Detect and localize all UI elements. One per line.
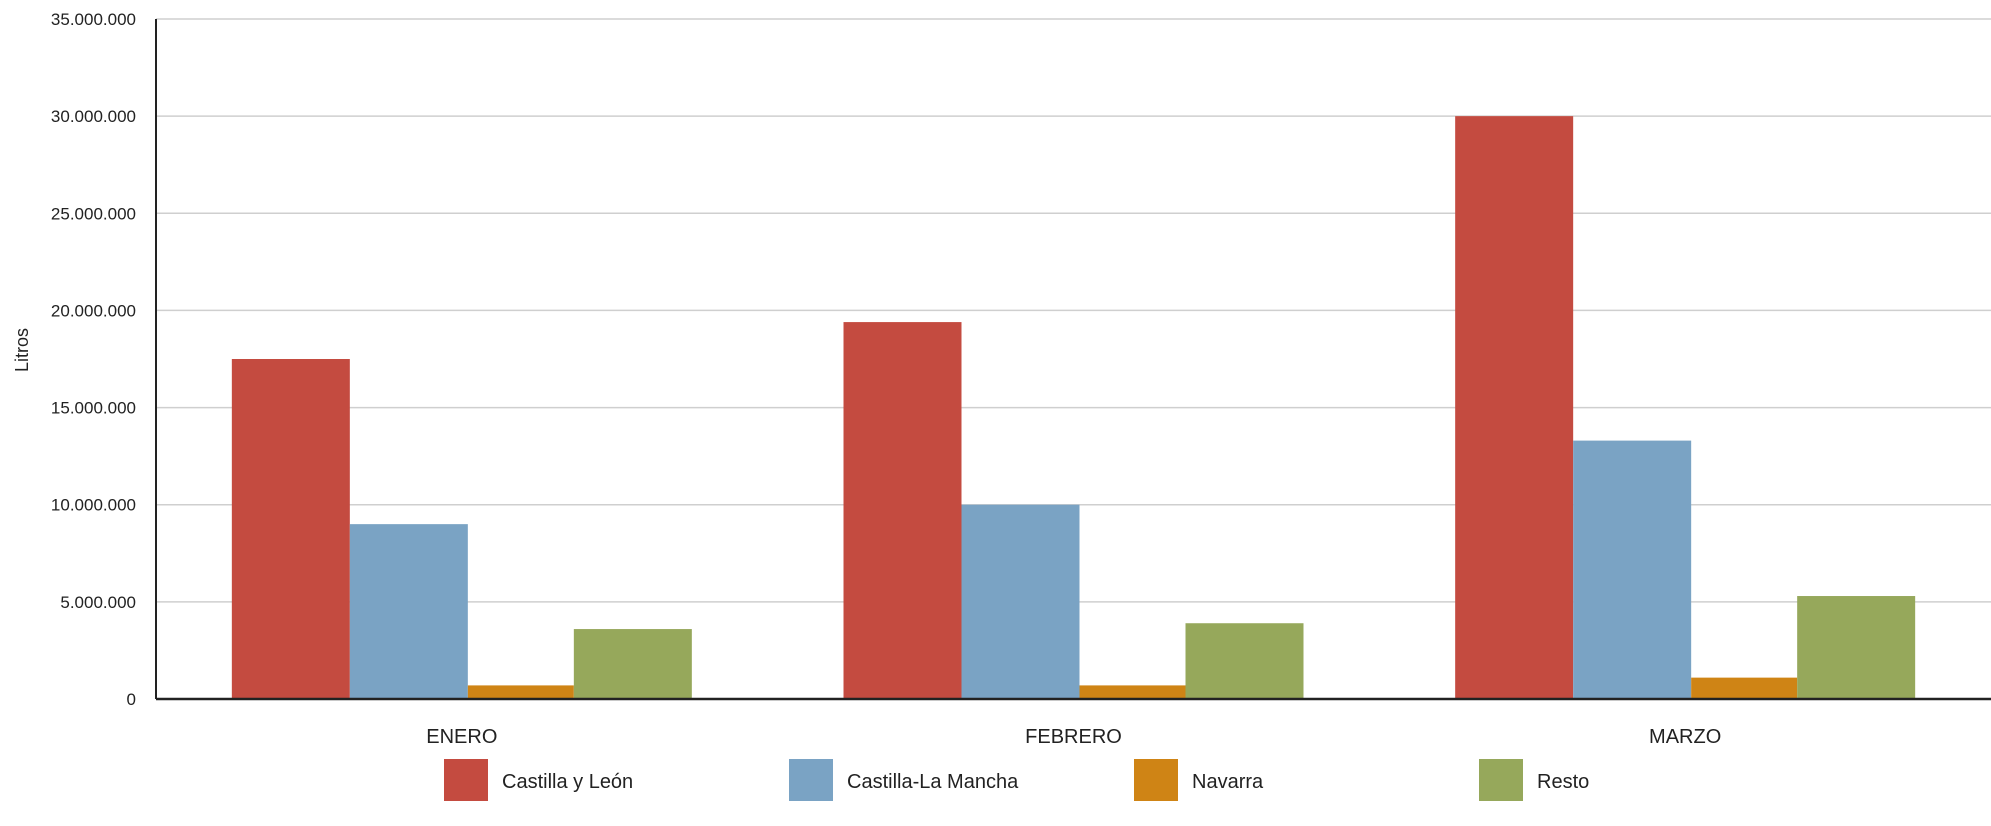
bar-navarra-febrero [1079,685,1186,699]
legend-swatch [444,759,488,801]
bar-castilla-y-le-n-febrero [843,322,962,699]
x-category-labels: ENERO FEBRERO MARZO [426,726,1721,748]
bar-castilla-y-le-n-enero [231,359,350,699]
y-axis-title: Litros [12,328,32,372]
x-category-label: MARZO [1649,726,1721,748]
legend-item: Resto [1479,759,1589,801]
x-category-label: ENERO [426,726,497,748]
legend-item: Castilla-La Mancha [789,759,1019,801]
bar-castilla-la-mancha-enero [349,524,468,699]
y-tick-labels: 0 5.000.000 10.000.000 15.000.000 20.000.000… [51,10,136,709]
bar-navarra-enero [467,685,574,699]
y-tick-label: 0 [127,690,136,709]
y-tick-label: 5.000.000 [60,593,136,612]
legend-label: Resto [1537,771,1589,793]
legend-item: Navarra [1134,759,1264,801]
bar-resto-marzo [1797,596,1916,699]
legend-label: Castilla y León [502,771,633,793]
bar-resto-enero [573,629,692,699]
gridlines [156,18,1991,603]
bar-castilla-la-mancha-febrero [961,504,1080,699]
legend-swatch [1479,759,1523,801]
y-tick-label: 35.000.000 [51,10,136,29]
y-tick-label: 25.000.000 [51,204,136,223]
y-tick-label: 15.000.000 [51,399,136,418]
x-category-label: FEBRERO [1025,726,1122,748]
bar-navarra-marzo [1691,677,1798,699]
bar-castilla-la-mancha-marzo [1573,440,1692,699]
y-tick-label: 30.000.000 [51,107,136,126]
bar-resto-febrero [1185,623,1304,699]
legend-item: Castilla y León [444,759,633,801]
legend-label: Castilla-La Mancha [847,771,1019,793]
bars [231,116,1916,699]
legend-swatch [1134,759,1178,801]
bar-castilla-y-le-n-marzo [1455,116,1574,699]
legend-label: Navarra [1192,771,1264,793]
axes [155,19,1991,701]
legend-swatch [789,759,833,801]
legend: Castilla y León Castilla-La Mancha Navarra… [444,759,1589,801]
y-tick-label: 10.000.000 [51,496,136,515]
y-tick-label: 20.000.000 [51,301,136,320]
